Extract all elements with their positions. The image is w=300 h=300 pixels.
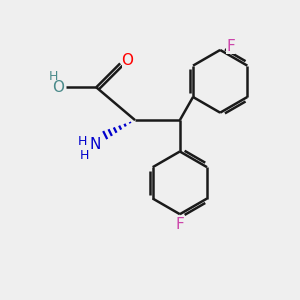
Text: O: O [52,80,64,95]
Text: F: F [176,217,184,232]
Text: H: H [49,70,58,83]
Text: H: H [80,149,89,163]
Text: F: F [226,40,235,55]
Text: O: O [122,53,134,68]
Text: H: H [78,134,88,148]
Text: N: N [89,136,100,152]
